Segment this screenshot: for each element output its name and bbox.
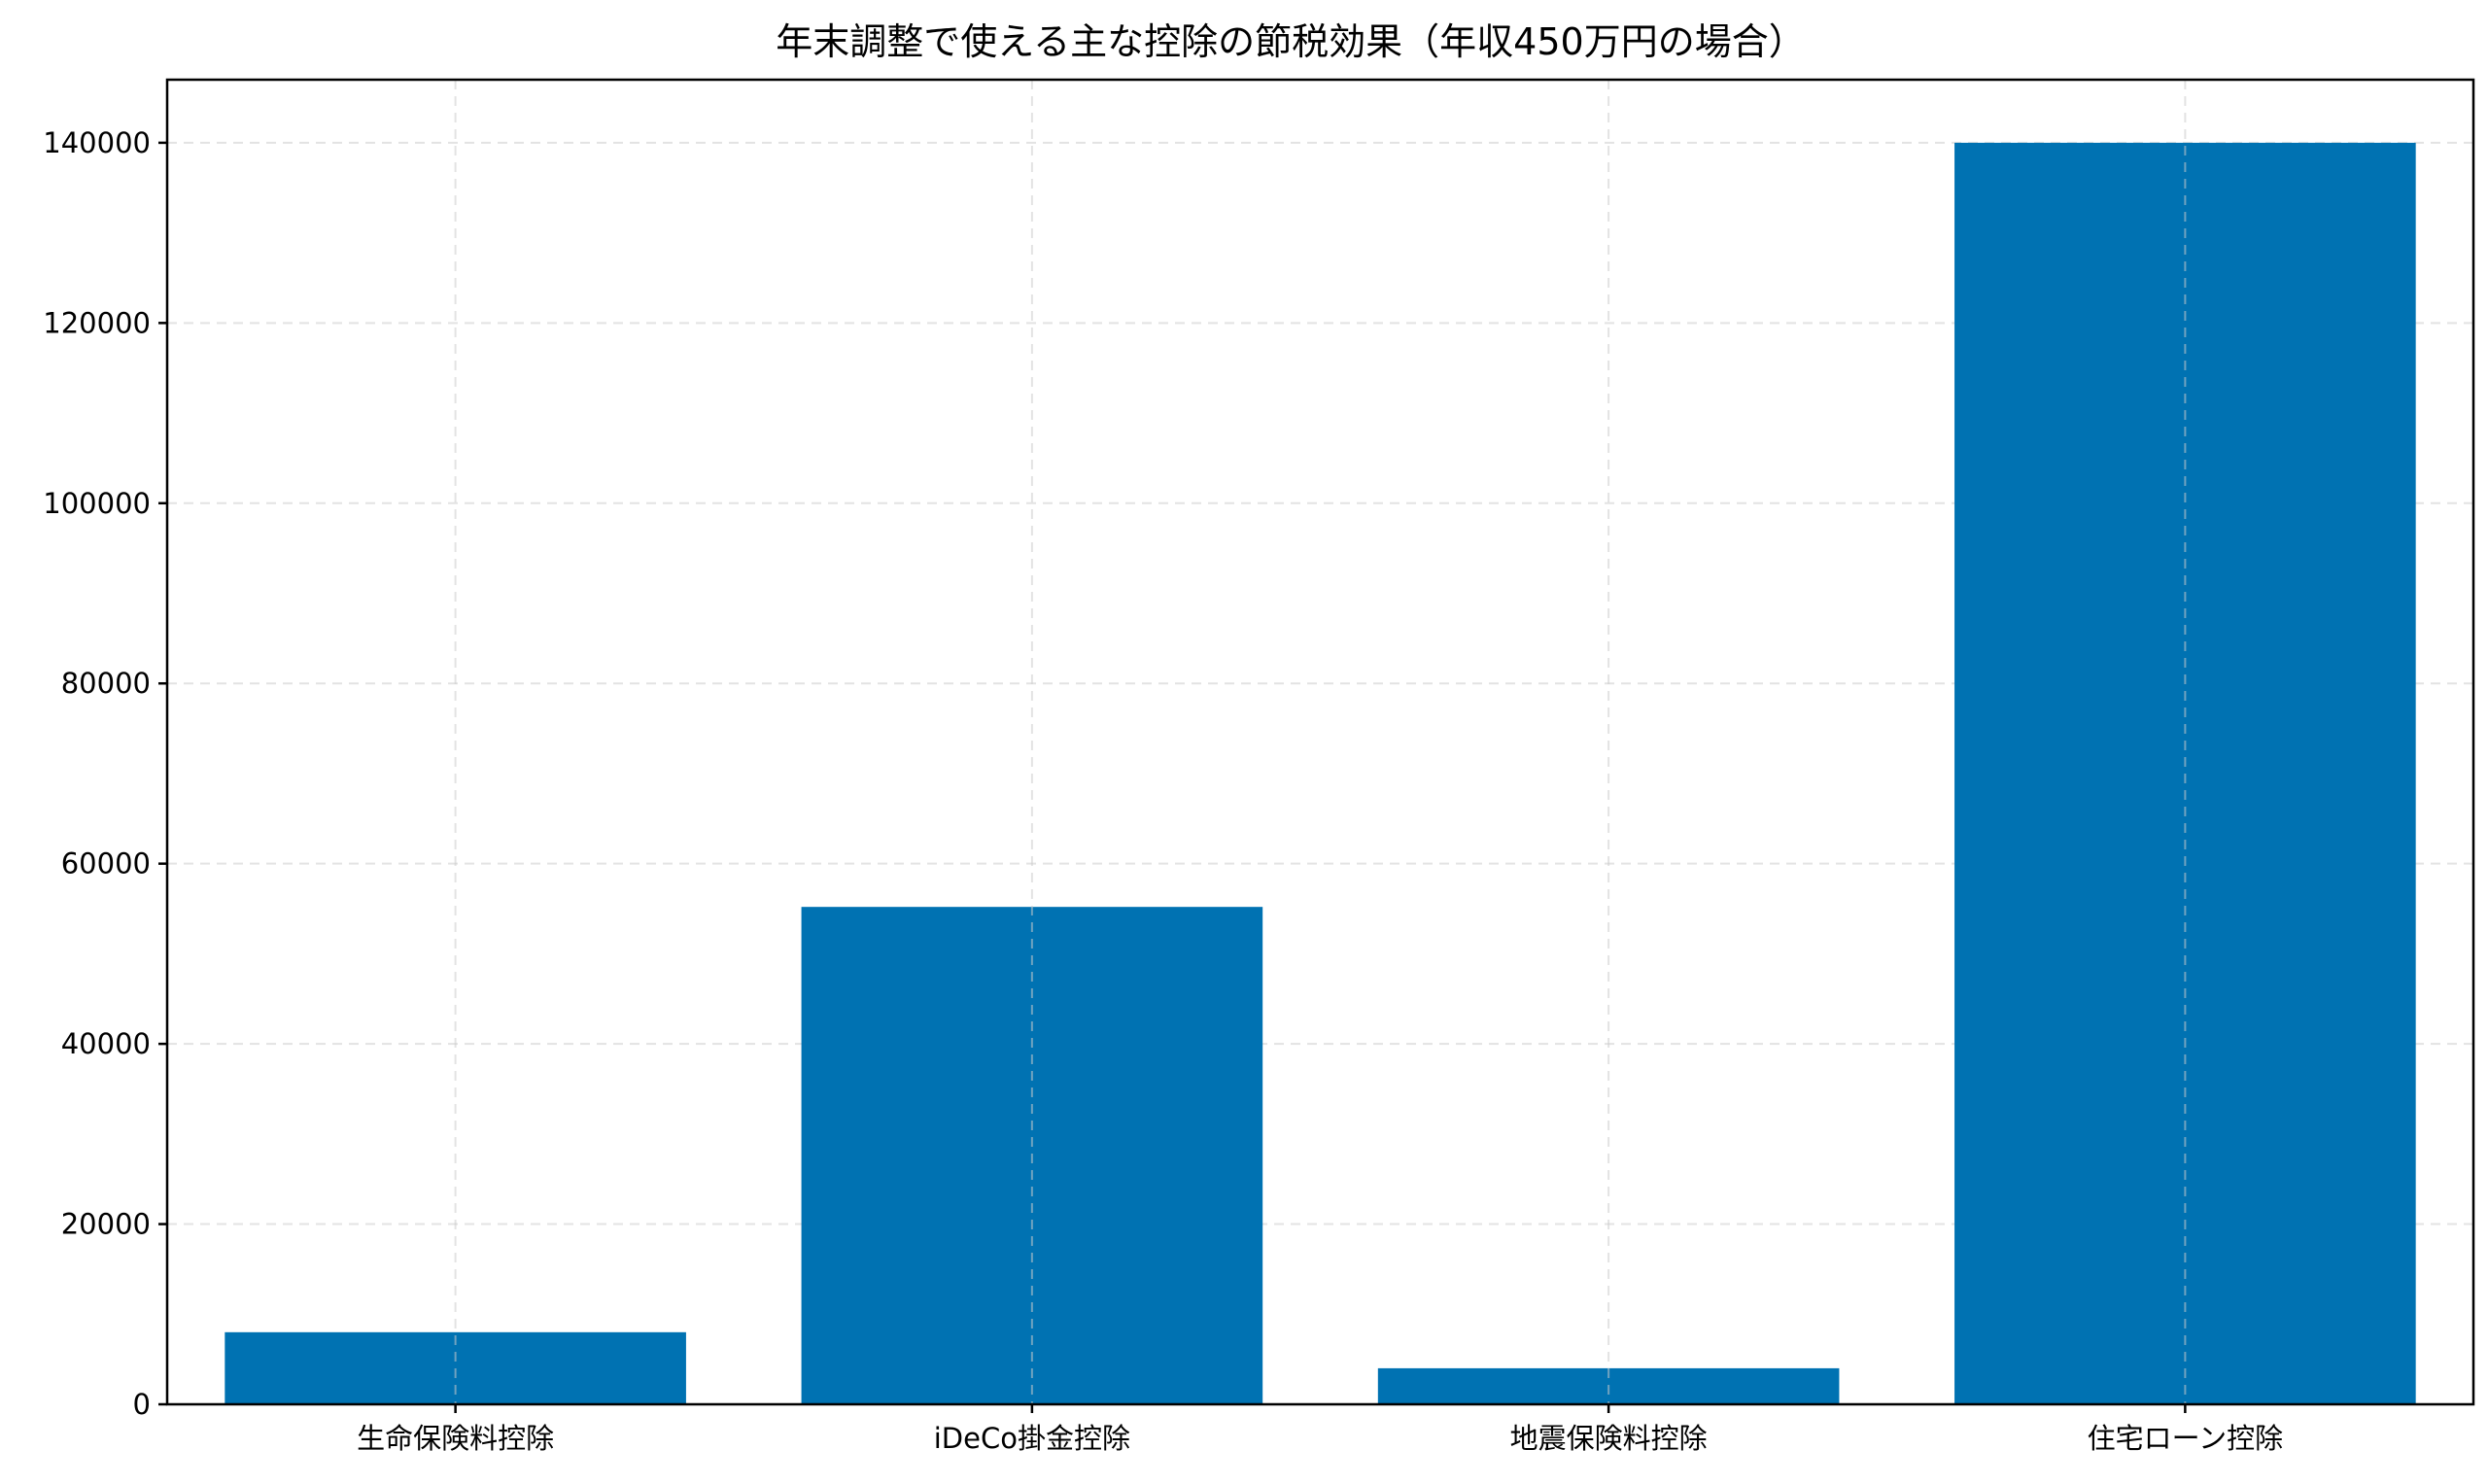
x-tick-label: 生命保険料控除 (357, 1422, 554, 1455)
y-tick-label: 20000 (61, 1208, 151, 1241)
y-tick-label: 0 (133, 1388, 151, 1421)
y-tick-label: 40000 (61, 1027, 151, 1060)
y-tick-label: 100000 (43, 487, 151, 520)
x-tick-label: 住宅ローン控除 (2088, 1422, 2284, 1455)
x-tick-label: 地震保険料控除 (1510, 1422, 1708, 1455)
y-tick-label: 80000 (61, 667, 151, 700)
x-axis-ticks: 生命保険料控除 iDeCo掛金控除 地震保険料控除 住宅ローン控除 (357, 1404, 2283, 1455)
plot-frame (165, 78, 2475, 1406)
y-tick-label: 140000 (43, 126, 151, 159)
bars (225, 80, 2416, 1404)
y-axis-ticks: 0 20000 40000 60000 80000 100000 120000 140000 (43, 126, 167, 1421)
x-tick-label: iDeCo掛金控除 (934, 1422, 1130, 1455)
y-tick-label: 60000 (61, 847, 151, 880)
y-tick-label: 120000 (43, 306, 151, 339)
chart-title: 年末調整で使える主な控除の節税効果（年収450万円の場合） (776, 20, 1805, 63)
